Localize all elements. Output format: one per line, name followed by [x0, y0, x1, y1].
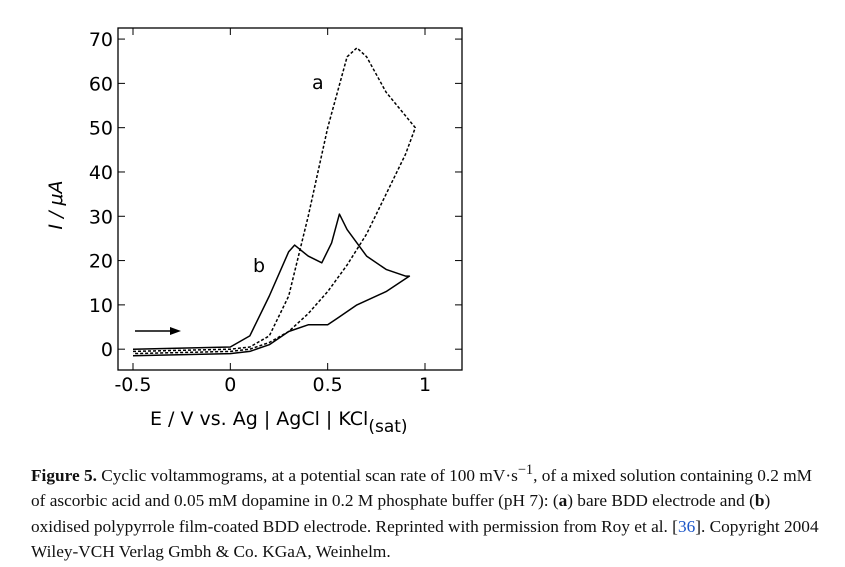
- x-tick-label: 0: [224, 374, 236, 396]
- y-tick-label: 50: [89, 118, 113, 140]
- citation-link[interactable]: 36: [677, 516, 696, 536]
- curve-label: a: [312, 72, 324, 94]
- x-axis-label: E / V vs. Ag | AgCl | KCl(sat): [150, 408, 408, 437]
- caption-text: ]. Copyright 2004 Wiley-VCH Verlag Gmbh …: [31, 516, 819, 562]
- x-tick-label: 1: [419, 374, 431, 396]
- y-tick-label: 60: [89, 73, 113, 95]
- x-label-main: E / V vs. Ag | AgCl | KCl: [150, 408, 368, 430]
- chart: I / μA E / V vs. Ag | AgCl | KCl(sat) a …: [45, 27, 463, 437]
- y-tick-label: 40: [89, 162, 113, 184]
- y-tick-label: 70: [89, 29, 113, 51]
- y-tick-label: 10: [89, 295, 113, 317]
- y-tick-label: 20: [89, 251, 113, 273]
- caption-bold: a: [558, 491, 568, 511]
- x-tick-label: -0.5: [114, 374, 151, 396]
- y-axis-label: I / μA: [45, 180, 67, 229]
- caption-sup: −1: [517, 462, 534, 478]
- x-label-sub: (sat): [368, 417, 407, 437]
- scan-arrowhead: [170, 327, 181, 335]
- caption: Figure 5. Cyclic voltammograms, at a pot…: [31, 458, 823, 565]
- y-tick-label: 0: [101, 339, 113, 361]
- caption-bold: b: [754, 491, 765, 511]
- curve: [132, 47, 417, 355]
- caption-text: ) bare BDD electrode and (: [567, 491, 755, 511]
- caption-text: ) oxidised polypyrrole film-coated BDD e…: [31, 491, 771, 536]
- plot-frame: [117, 27, 463, 371]
- curve: [132, 213, 411, 357]
- y-tick-label: 30: [89, 206, 113, 228]
- caption-text: Cyclic voltammograms, at a potential sca…: [96, 465, 518, 485]
- caption-label: Figure 5.: [31, 465, 97, 485]
- caption-text: , of a mixed solution containing 0.2 mM …: [31, 465, 813, 511]
- x-tick-label: 0.5: [313, 374, 343, 396]
- curve-label: b: [253, 255, 265, 277]
